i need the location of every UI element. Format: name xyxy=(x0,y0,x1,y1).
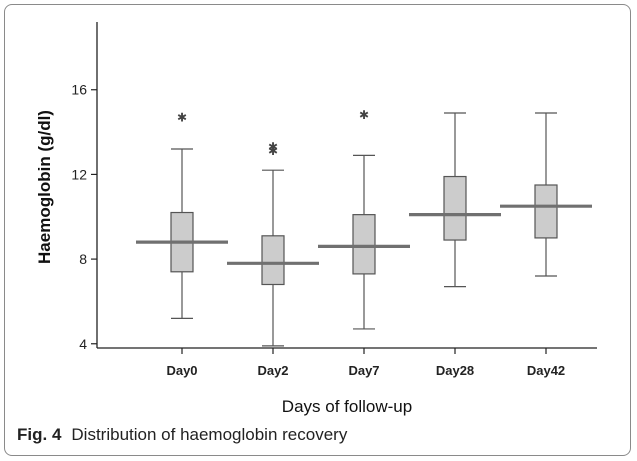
figure-frame xyxy=(4,4,631,456)
box-day42 xyxy=(500,112,592,277)
y-tick-label: 4 xyxy=(79,336,87,352)
box-day2: ✱✱ xyxy=(227,140,319,347)
outlier-marker: ✱ xyxy=(268,140,278,154)
box-day0: ✱ xyxy=(136,110,228,319)
outlier-marker: ✱ xyxy=(177,110,187,124)
x-tick-label: Day2 xyxy=(257,363,288,378)
outlier-marker: ✱ xyxy=(359,108,369,122)
boxes: ✱✱✱✱ xyxy=(136,108,592,347)
x-ticks: Day0 Day2 Day7 Day28 Day42 xyxy=(166,348,565,378)
x-axis-label: Days of follow-up xyxy=(282,397,412,416)
box-iqr xyxy=(534,184,558,239)
box-iqr xyxy=(443,175,467,241)
box-iqr xyxy=(352,214,376,275)
y-tick-label: 8 xyxy=(79,251,87,267)
x-tick-label: Day0 xyxy=(166,363,197,378)
axes xyxy=(96,22,597,349)
x-tick-label: Day7 xyxy=(348,363,379,378)
x-tick-label: Day42 xyxy=(527,363,565,378)
y-tick-label: 12 xyxy=(71,166,87,182)
y-axis-label: Haemoglobin (g/dl) xyxy=(35,110,54,264)
outlier-marker: ✱ xyxy=(268,144,278,158)
x-tick-label: Day28 xyxy=(436,363,474,378)
y-ticks: 4 8 12 16 xyxy=(71,82,97,352)
box-day7: ✱ xyxy=(318,108,410,330)
figure-caption: Fig. 4 Distribution of haemoglobin recove… xyxy=(17,425,347,445)
caption-label: Fig. 4 xyxy=(17,425,62,444)
box-day28 xyxy=(409,112,501,288)
box-iqr xyxy=(261,235,285,286)
y-tick-label: 16 xyxy=(71,82,87,98)
caption-text: Distribution of haemoglobin recovery xyxy=(71,425,348,444)
